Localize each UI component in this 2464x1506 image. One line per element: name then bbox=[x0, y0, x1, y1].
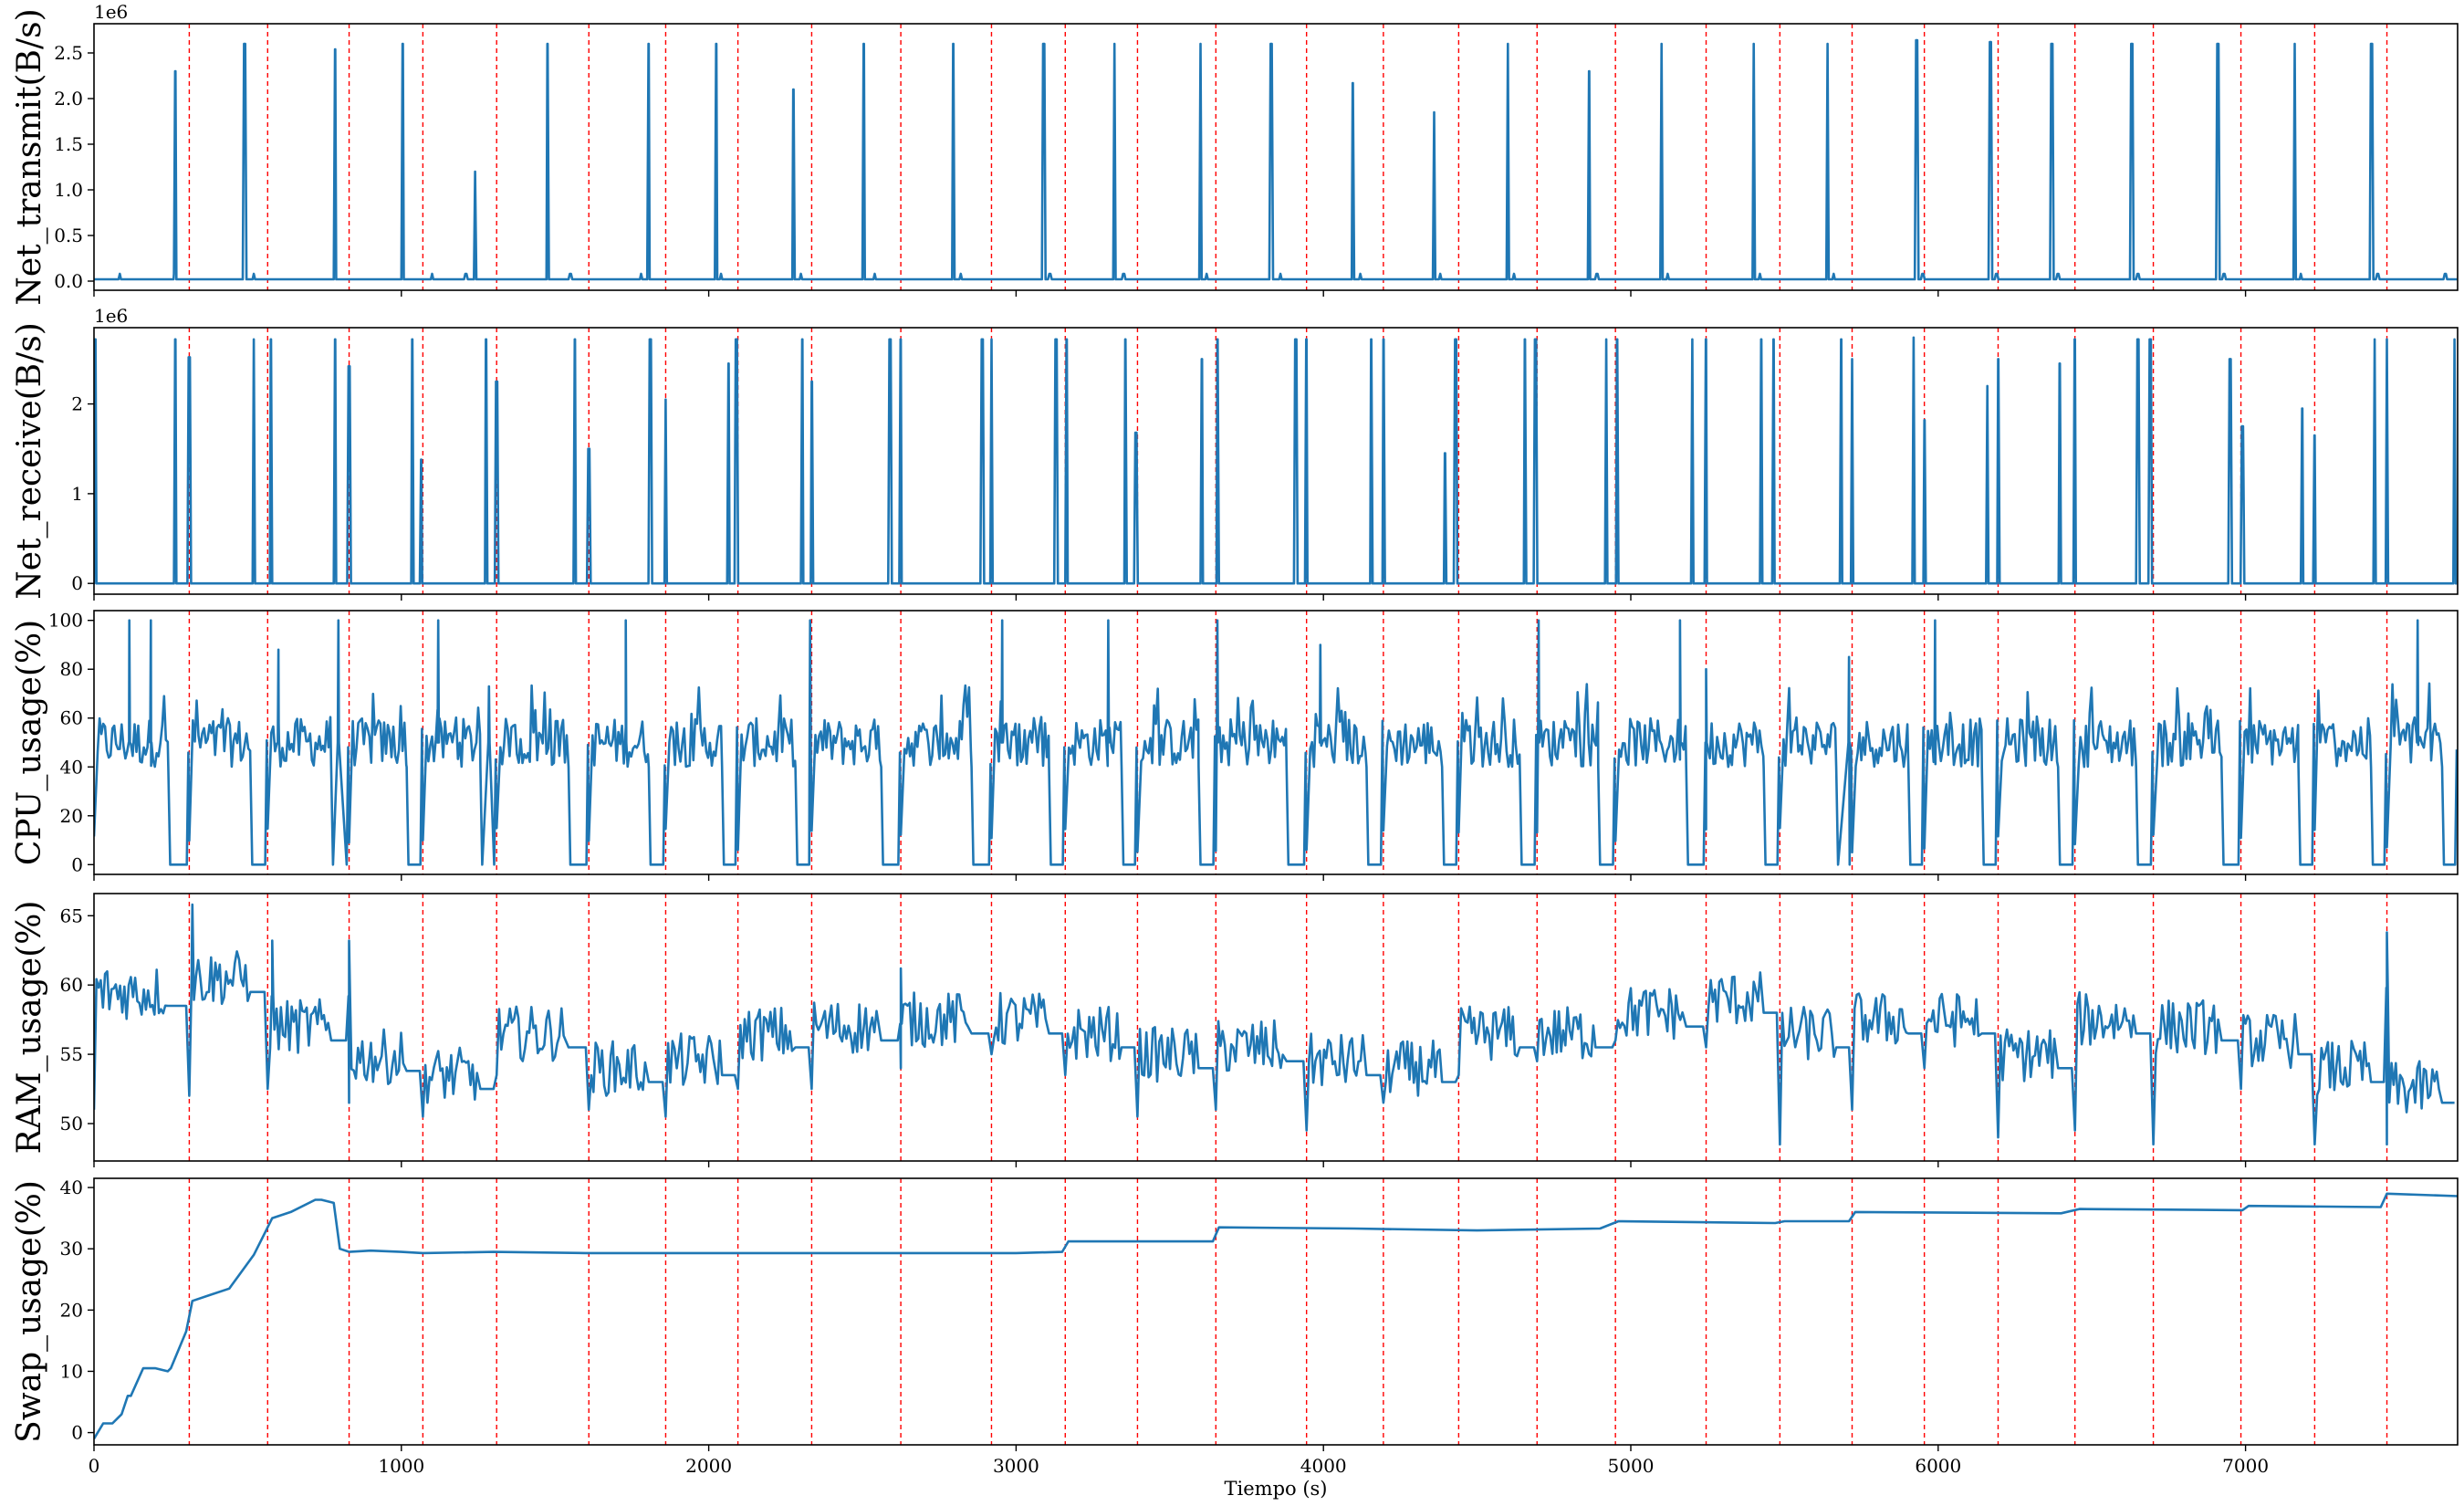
x-tick-label: 0 bbox=[89, 1455, 100, 1477]
y-tick-label: 2 bbox=[71, 393, 83, 415]
axes-frame bbox=[93, 327, 2459, 595]
series-line bbox=[94, 336, 2458, 585]
subplot-1: 0.0 0.5 1.0 1.5 2.0 2.5 1e6 Net_transmit(B/s) bbox=[11, 1, 2459, 306]
y-tick-label: 55 bbox=[60, 1043, 83, 1065]
series-line bbox=[94, 903, 2455, 1146]
y-offset-label: 1e6 bbox=[94, 1, 128, 23]
y-tick-label: 40 bbox=[60, 1177, 83, 1198]
y-axis-label: Swap_usage(%) bbox=[11, 1180, 48, 1443]
y-tick-label: 60 bbox=[60, 707, 83, 729]
axes-frame bbox=[93, 23, 2459, 291]
y-axis-label: CPU_usage(%) bbox=[11, 620, 48, 865]
y-tick-label: 0.0 bbox=[54, 270, 83, 292]
x-tick-label: 4000 bbox=[1300, 1455, 1347, 1477]
series-line bbox=[94, 38, 2458, 281]
x-tick-label: 6000 bbox=[1915, 1455, 1961, 1477]
series-line bbox=[94, 1192, 2458, 1439]
axes-frame bbox=[93, 1177, 2459, 1446]
x-tick-label: 1000 bbox=[378, 1455, 424, 1477]
subplot-5: 0 10 20 30 40 0 1000 2000 3000 4000 5000 6000 7000 Sw… bbox=[11, 1177, 2459, 1477]
y-tick-label: 10 bbox=[60, 1360, 83, 1382]
x-axis-label: Tiempo (s) bbox=[1225, 1478, 1328, 1500]
y-tick-label: 30 bbox=[60, 1238, 83, 1260]
y-tick-label: 2.0 bbox=[54, 88, 83, 110]
subplot-4: 50 55 60 65 RAM_usage(%) bbox=[11, 893, 2459, 1167]
x-tick-label: 2000 bbox=[685, 1455, 732, 1477]
y-tick-label: 20 bbox=[60, 805, 83, 827]
y-tick-label: 0.5 bbox=[54, 225, 83, 246]
y-tick-label: 20 bbox=[60, 1299, 83, 1321]
y-tick-label: 50 bbox=[60, 1113, 83, 1135]
y-tick-label: 65 bbox=[60, 905, 83, 926]
y-offset-label: 1e6 bbox=[94, 305, 128, 327]
y-tick-label: 1.0 bbox=[54, 179, 83, 201]
y-tick-label: 2.5 bbox=[54, 42, 83, 64]
subplot-stack: 0.0 0.5 1.0 1.5 2.0 2.5 1e6 Net_transmit(B/s) 0 1… bbox=[11, 1, 2459, 1477]
y-tick-label: 100 bbox=[48, 610, 83, 632]
y-axis-label: Net_receive(B/s) bbox=[11, 322, 48, 600]
x-tick-label: 7000 bbox=[2222, 1455, 2269, 1477]
axes-frame bbox=[93, 610, 2459, 875]
y-tick-label: 0 bbox=[71, 572, 83, 594]
series-line bbox=[94, 619, 2458, 866]
y-tick-label: 80 bbox=[60, 658, 83, 680]
y-tick-label: 60 bbox=[60, 974, 83, 996]
y-axis-label: RAM_usage(%) bbox=[11, 901, 48, 1155]
y-tick-label: 1 bbox=[71, 483, 83, 505]
x-tick-label: 3000 bbox=[993, 1455, 1039, 1477]
y-axis-label: Net_transmit(B/s) bbox=[11, 8, 48, 305]
y-tick-label: 0 bbox=[71, 1422, 83, 1444]
x-tick-label: 5000 bbox=[1608, 1455, 1655, 1477]
y-tick-label: 1.5 bbox=[54, 133, 83, 155]
subplot-2: 0 1 2 1e6 Net_receive(B/s) bbox=[11, 305, 2459, 601]
axes-frame bbox=[93, 893, 2459, 1162]
y-tick-label: 0 bbox=[71, 853, 83, 875]
y-tick-label: 40 bbox=[60, 756, 83, 778]
